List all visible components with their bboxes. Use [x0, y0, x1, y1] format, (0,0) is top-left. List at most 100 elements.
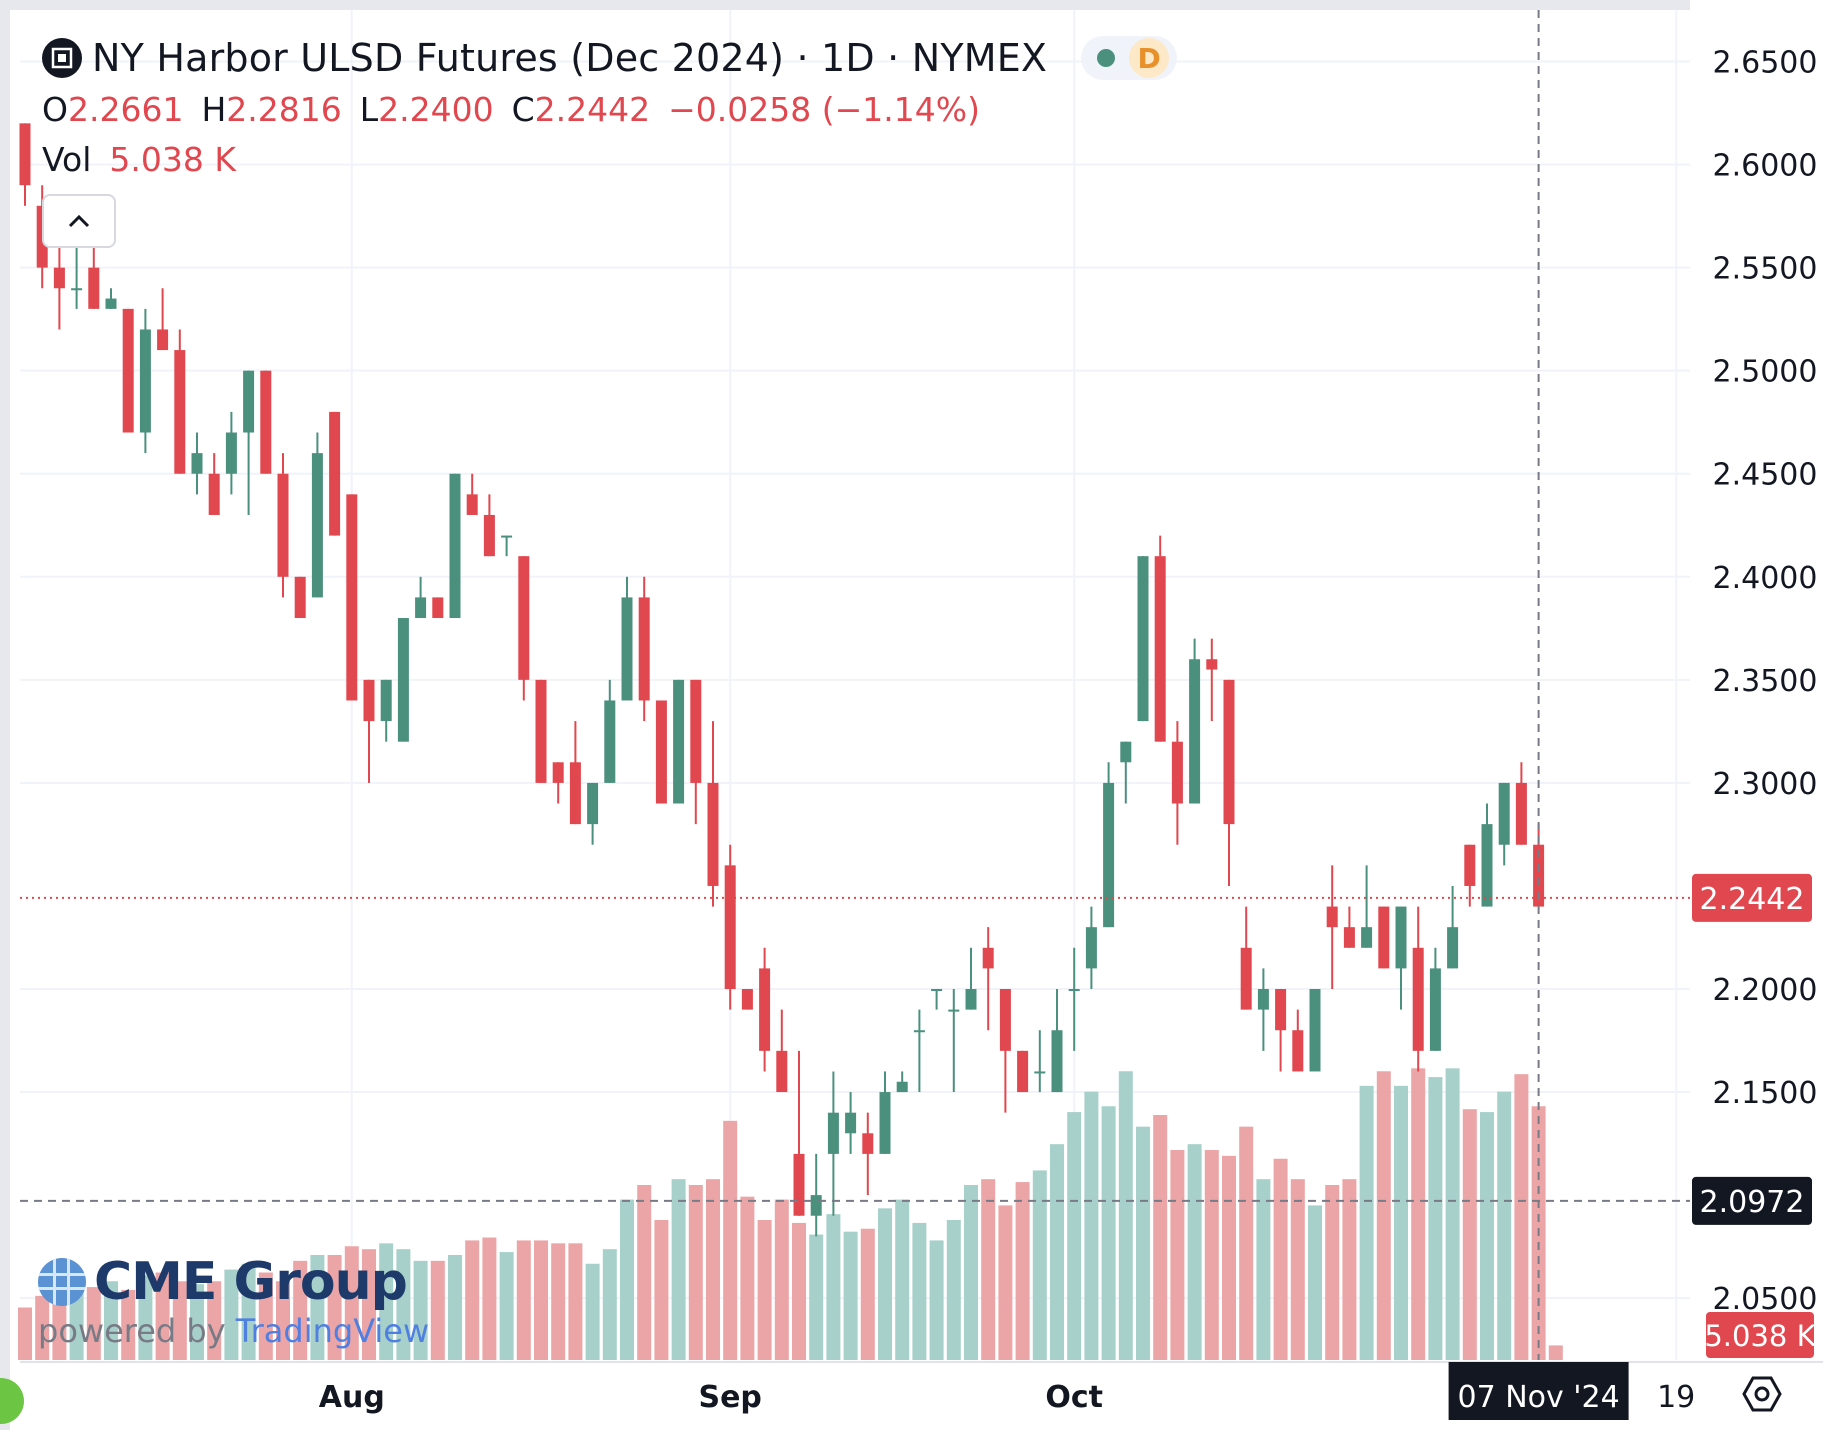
volume-bar [310, 1255, 325, 1360]
candle-body [827, 1112, 839, 1154]
volume-bar [774, 1199, 789, 1360]
candle-body [862, 1133, 874, 1154]
volume-bar [912, 1222, 927, 1360]
volume-bar [1015, 1182, 1030, 1360]
candle-body [174, 350, 186, 474]
settings-gear-icon[interactable] [1742, 1376, 1782, 1412]
volume-bar [207, 1281, 222, 1360]
volume-bar [1514, 1074, 1529, 1360]
volume-bar [1032, 1170, 1047, 1360]
time-tick-label: Sep [698, 1380, 761, 1415]
volume-bar [946, 1220, 961, 1360]
candle-body [535, 679, 547, 783]
volume-bar [1290, 1179, 1305, 1360]
candle-body [1464, 844, 1476, 886]
volume-bar [1256, 1179, 1271, 1360]
volume-value: 5.038 K [109, 139, 236, 179]
volume-bar [878, 1208, 892, 1360]
candle-body [690, 679, 702, 783]
candle-body [208, 473, 220, 515]
price-tick-label: 2.1500 [1713, 1076, 1818, 1111]
volume-bar [620, 1199, 634, 1360]
volume-bar [1050, 1144, 1064, 1360]
time-tick-label: 19 [1657, 1380, 1695, 1415]
open-key: O [42, 89, 68, 129]
price-axis[interactable]: 2.6500 2.6000 2.5500 2.5000 2.4500 2.4000 2.35… [1690, 0, 1823, 1430]
candle-body [1257, 989, 1269, 1010]
cme-tradingview-logo[interactable]: CME Group powered by TradingView [38, 1252, 429, 1350]
volume-bar [362, 1249, 376, 1360]
gear-outline [1742, 1376, 1782, 1412]
high-key: H [201, 89, 227, 129]
volume-bar [1170, 1150, 1185, 1360]
volume-bar [706, 1179, 720, 1360]
powered-by-text: powered by TradingView [38, 1312, 429, 1350]
candle-body [604, 700, 616, 783]
candle-body [1309, 989, 1321, 1072]
volume-bar [1273, 1158, 1288, 1360]
candle-body [1206, 659, 1218, 670]
candle-body [1515, 782, 1527, 845]
candle-body [363, 679, 375, 722]
candle-body [105, 298, 117, 309]
candle-body [1429, 968, 1441, 1051]
volume-bar [1359, 1085, 1374, 1360]
candle-body [449, 473, 461, 619]
candle-body [380, 679, 392, 722]
volume-bar [895, 1199, 910, 1360]
candle-body [1343, 927, 1355, 948]
price-tick-label: 2.3000 [1713, 767, 1818, 802]
price-tick-label: 2.4000 [1713, 561, 1818, 596]
chart-legend-header: NY Harbor ULSD Futures (Dec 2024) · 1D ·… [42, 30, 1178, 86]
gear-center [1754, 1386, 1770, 1402]
volume-bar [1428, 1077, 1443, 1360]
candle-body [965, 989, 977, 1010]
volume-bar [860, 1228, 875, 1360]
candle-body [896, 1081, 908, 1093]
price-tick-label: 2.6500 [1713, 46, 1818, 81]
volume-bar [224, 1269, 239, 1360]
volume-bar [964, 1185, 978, 1360]
volume-bar [826, 1214, 841, 1360]
candle-body [415, 597, 427, 619]
powered-by-label: powered by [38, 1312, 226, 1350]
market-status[interactable]: D [1081, 36, 1178, 80]
crosshair-price-label: 2.0972 [1700, 1185, 1805, 1220]
volume-bar [843, 1231, 858, 1360]
candle-body [225, 432, 237, 474]
candle-body [397, 618, 409, 742]
time-axis[interactable]: Aug Sep Oct 19 07 Nov '24 [20, 1361, 1823, 1420]
candle-body [1223, 679, 1235, 825]
volume-bar [327, 1255, 342, 1360]
candle-body [1171, 741, 1183, 804]
volume-bar [1136, 1126, 1150, 1360]
volume-bar [155, 1272, 170, 1360]
volume-bar [1308, 1205, 1322, 1360]
candle-body [1395, 906, 1407, 969]
candle-body [948, 1009, 960, 1012]
volume-bar [1325, 1185, 1340, 1360]
candle-body [845, 1112, 857, 1134]
volume-bar [104, 1281, 118, 1360]
volume-bar [516, 1240, 531, 1360]
candle-body [1378, 906, 1390, 969]
top-frame [0, 0, 1823, 10]
collapse-legend-button[interactable] [42, 194, 116, 248]
candle-body [810, 1195, 822, 1216]
ohlc-values: O 2.2661 H 2.2816 L 2.2400 C 2.2442 −0.0… [42, 86, 998, 132]
candle-body [277, 473, 289, 577]
candle-body [71, 288, 83, 291]
volume-bar [1239, 1126, 1254, 1360]
candle-body [1326, 906, 1338, 928]
candle-body [260, 370, 272, 474]
symbol-title[interactable]: NY Harbor ULSD Futures (Dec 2024) · 1D ·… [92, 36, 1048, 80]
candle-body [1533, 844, 1545, 907]
volume-bar [190, 1284, 204, 1360]
candle-body [759, 968, 771, 1051]
market-open-dot-icon [1097, 49, 1116, 67]
volume-bar [585, 1263, 600, 1360]
volume-bar [430, 1260, 445, 1360]
candle-body [1189, 659, 1201, 804]
